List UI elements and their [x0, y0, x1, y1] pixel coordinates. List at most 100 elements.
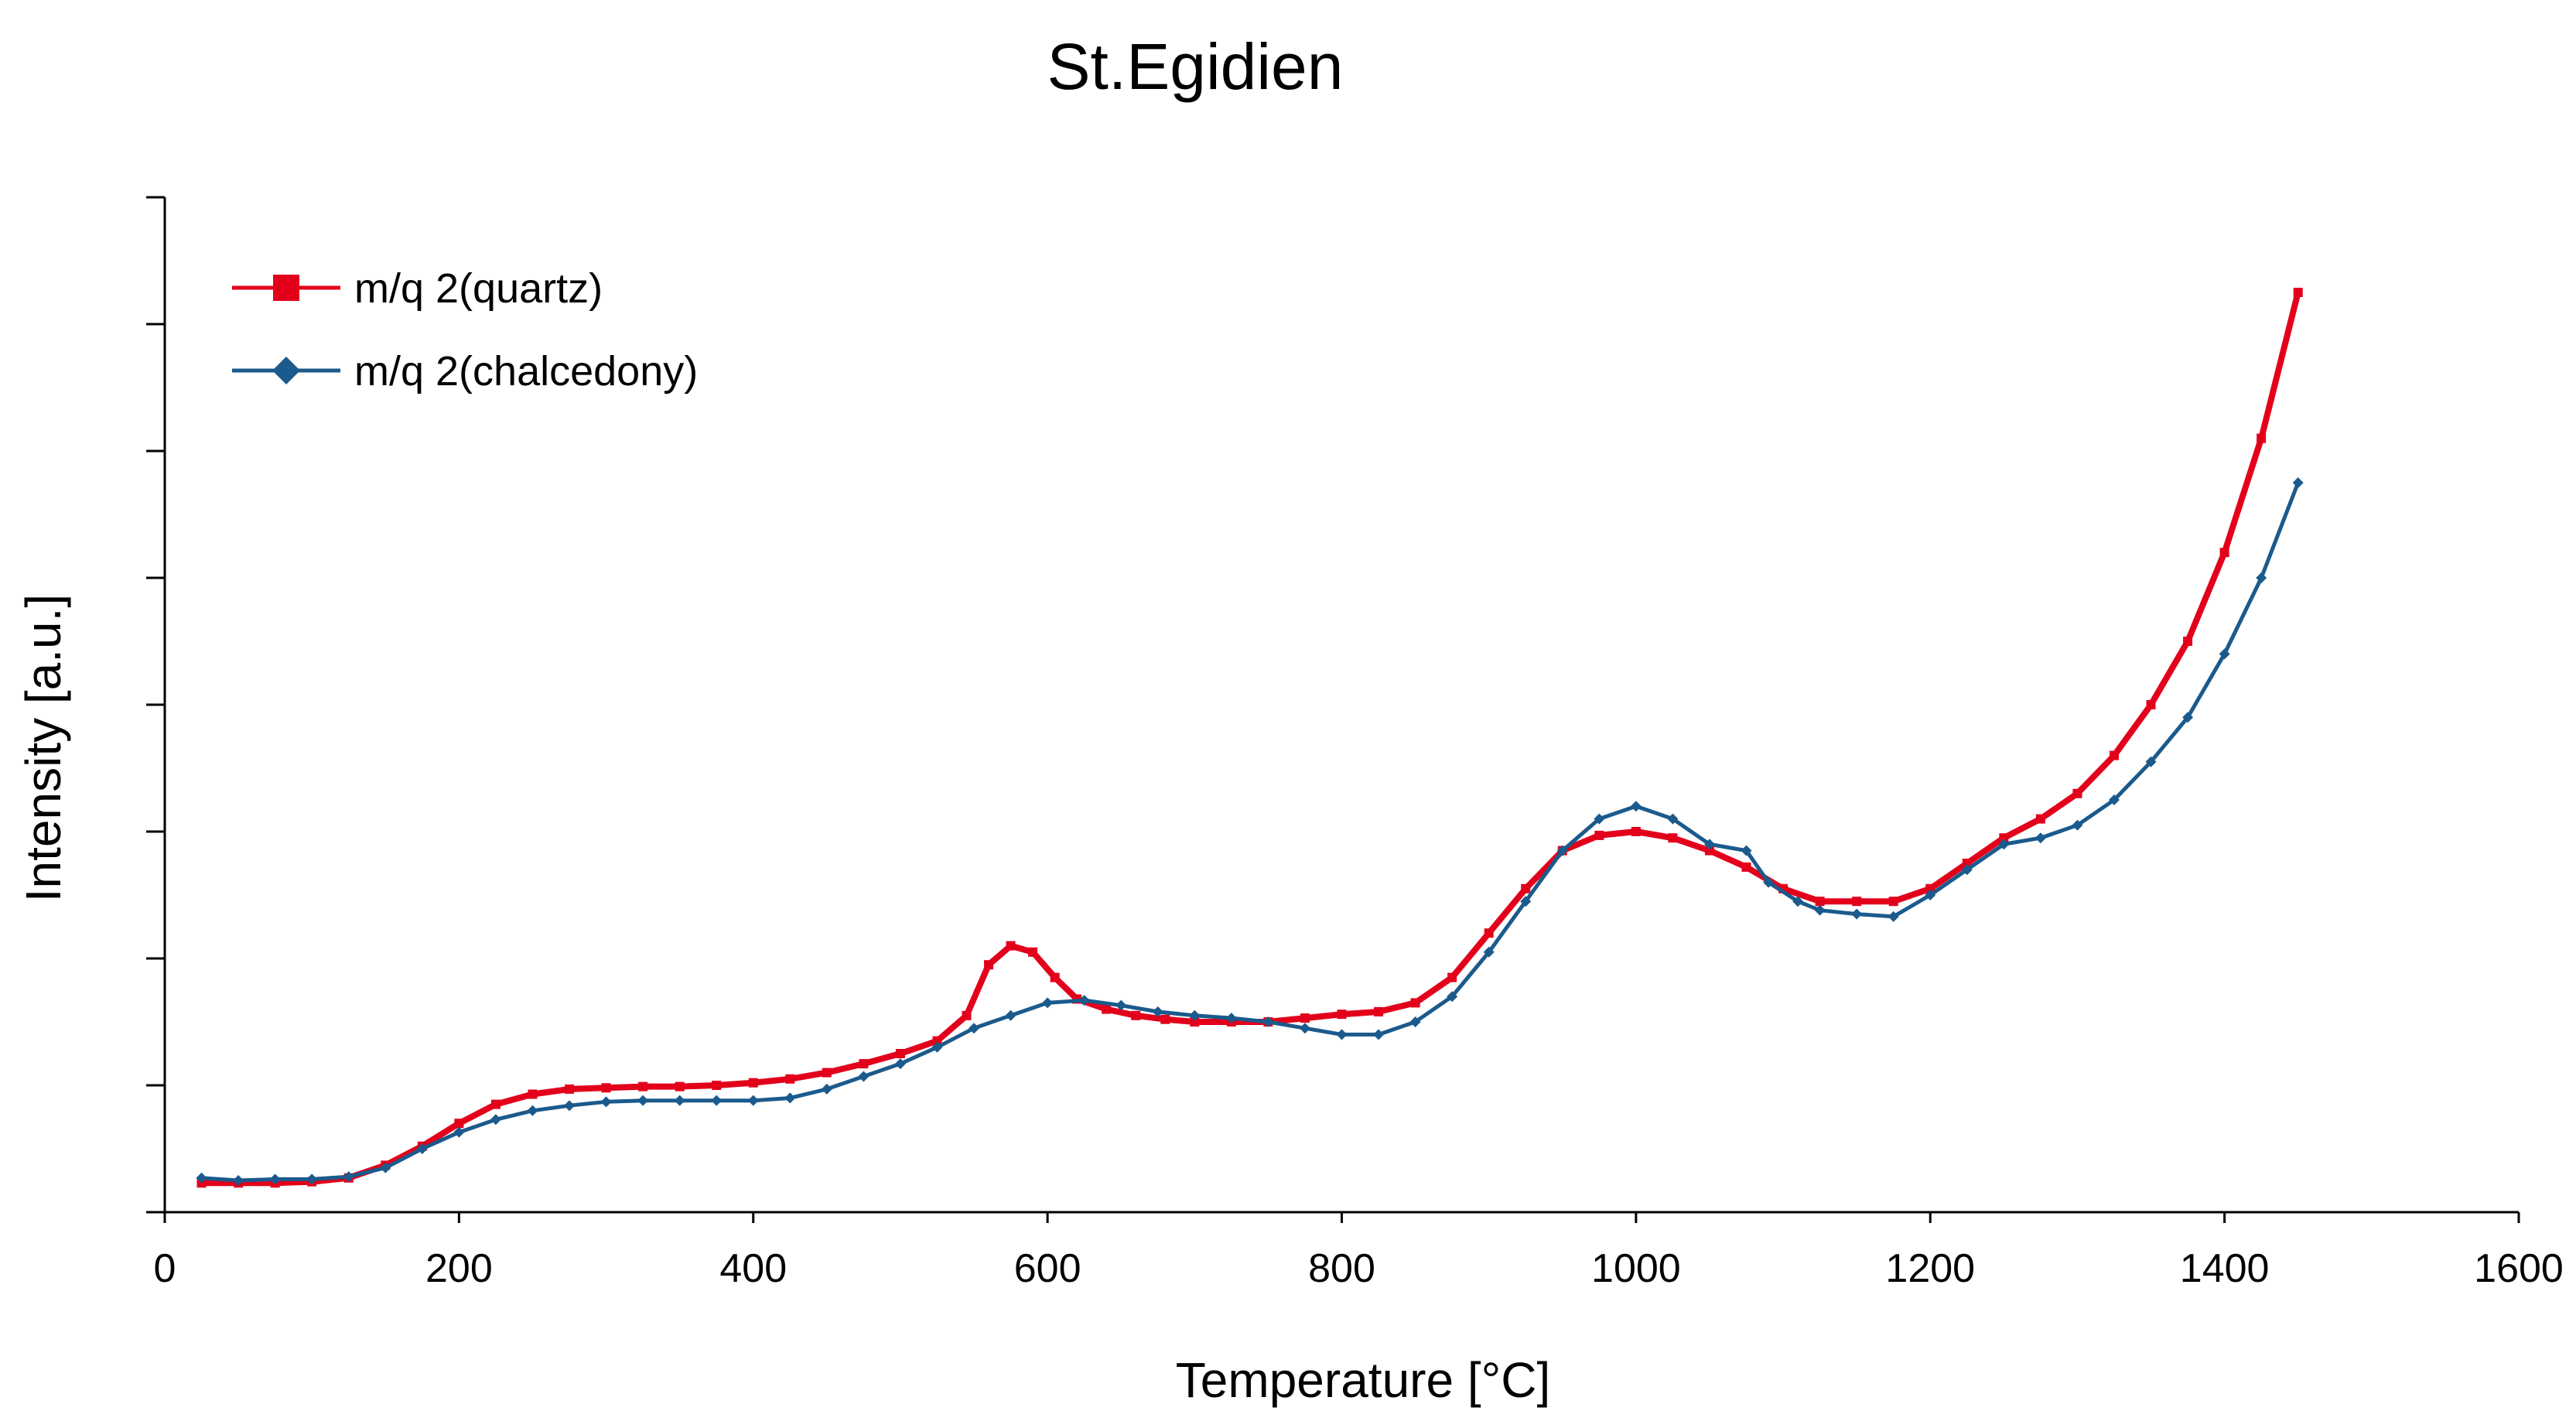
data-point-chalcedony — [747, 1095, 759, 1106]
data-point-quartz — [2219, 548, 2229, 558]
data-point-chalcedony — [1262, 1016, 1274, 1027]
x-axis-label: Temperature [°C] — [1176, 1352, 1550, 1408]
data-point-chalcedony — [1336, 1029, 1348, 1040]
data-point-chalcedony — [1078, 995, 1090, 1006]
data-point-quartz — [1410, 998, 1420, 1008]
x-tick-label: 1000 — [1591, 1246, 1681, 1291]
data-point-chalcedony — [2145, 756, 2157, 767]
data-point-quartz — [712, 1081, 722, 1090]
data-point-quartz — [490, 1099, 501, 1109]
data-point-chalcedony — [2256, 572, 2267, 583]
data-point-chalcedony — [637, 1095, 649, 1106]
data-point-chalcedony — [1763, 876, 1775, 888]
legend-label-chalcedony: m/q 2(chalcedony) — [354, 348, 698, 395]
data-point-chalcedony — [1042, 997, 1054, 1009]
data-point-chalcedony — [1152, 1006, 1163, 1017]
data-point-chalcedony — [821, 1083, 832, 1095]
x-tick-label: 1400 — [2180, 1246, 2270, 1291]
data-point-chalcedony — [674, 1095, 685, 1106]
data-point-quartz — [1521, 883, 1531, 893]
data-point-quartz — [675, 1081, 685, 1091]
data-point-chalcedony — [931, 1041, 943, 1053]
data-point-quartz — [895, 1049, 905, 1058]
x-tick-label: 600 — [1014, 1246, 1081, 1291]
data-point-chalcedony — [490, 1114, 501, 1126]
data-point-chalcedony — [1483, 946, 1495, 958]
data-point-chalcedony — [1961, 864, 1973, 876]
x-tick-label: 1600 — [2474, 1246, 2564, 1291]
data-point-quartz — [1631, 827, 1641, 836]
data-point-quartz — [1050, 972, 1060, 982]
data-point-quartz — [2257, 433, 2267, 443]
x-tick-label: 200 — [425, 1246, 493, 1291]
legend-label-quartz: m/q 2(quartz) — [354, 265, 603, 312]
data-point-chalcedony — [1189, 1010, 1201, 1021]
data-point-chalcedony — [1888, 910, 1899, 922]
data-point-quartz — [785, 1074, 795, 1084]
data-point-quartz — [1704, 846, 1714, 856]
data-point-chalcedony — [1594, 813, 1605, 825]
data-point-quartz — [1006, 941, 1016, 951]
data-point-quartz — [1999, 833, 2009, 843]
data-point-chalcedony — [1630, 801, 1642, 812]
data-point-chalcedony — [453, 1126, 465, 1138]
data-point-chalcedony — [711, 1095, 723, 1106]
data-point-quartz — [565, 1084, 575, 1094]
data-point-chalcedony — [269, 1173, 281, 1185]
series-layer — [196, 288, 2304, 1188]
data-point-chalcedony — [894, 1058, 906, 1070]
data-point-quartz — [2035, 814, 2045, 824]
data-point-chalcedony — [1998, 839, 2010, 850]
data-point-chalcedony — [2072, 819, 2083, 831]
data-point-quartz — [1337, 1010, 1347, 1020]
data-point-quartz — [1815, 897, 1825, 907]
data-point-quartz — [984, 960, 994, 970]
data-point-chalcedony — [564, 1100, 576, 1112]
data-point-chalcedony — [1373, 1029, 1385, 1040]
legend-diamond-marker — [272, 357, 300, 384]
data-point-quartz — [1668, 833, 1678, 843]
data-point-quartz — [1190, 1017, 1200, 1027]
data-point-quartz — [454, 1119, 464, 1129]
data-point-quartz — [859, 1059, 869, 1069]
data-point-chalcedony — [416, 1143, 428, 1154]
data-point-quartz — [1160, 1014, 1170, 1024]
data-point-quartz — [1447, 972, 1457, 982]
data-point-quartz — [1131, 1010, 1141, 1020]
data-point-chalcedony — [196, 1172, 207, 1184]
data-point-quartz — [822, 1068, 832, 1078]
data-point-quartz — [1962, 859, 1972, 868]
data-point-chalcedony — [1005, 1010, 1016, 1021]
data-point-quartz — [1888, 897, 1898, 907]
data-point-quartz — [601, 1083, 611, 1093]
data-point-chalcedony — [380, 1162, 391, 1173]
y-axis-label: Intensity [a.u.] — [15, 594, 71, 902]
data-point-chalcedony — [1556, 845, 1568, 856]
data-point-quartz — [962, 1010, 972, 1020]
data-point-chalcedony — [343, 1171, 354, 1183]
data-point-quartz — [1741, 862, 1751, 872]
data-point-chalcedony — [1792, 896, 1804, 907]
data-point-quartz — [1484, 928, 1494, 938]
data-point-quartz — [1300, 1013, 1310, 1023]
data-point-chalcedony — [2219, 648, 2230, 660]
data-point-chalcedony — [1520, 896, 1532, 907]
data-point-quartz — [1852, 897, 1862, 907]
data-point-quartz — [1102, 1004, 1112, 1014]
data-point-chalcedony — [233, 1175, 244, 1186]
data-point-chalcedony — [306, 1173, 318, 1185]
data-point-quartz — [2293, 288, 2303, 297]
data-point-chalcedony — [1703, 839, 1715, 850]
data-point-chalcedony — [600, 1096, 612, 1108]
data-point-chalcedony — [1115, 999, 1127, 1011]
data-point-chalcedony — [1667, 813, 1679, 825]
data-point-chalcedony — [1851, 908, 1863, 920]
data-point-chalcedony — [1225, 1013, 1237, 1024]
data-point-quartz — [1925, 883, 1935, 893]
chart-title: St.Egidien — [1047, 30, 1344, 103]
series-line-quartz — [198, 289, 2301, 1187]
data-point-chalcedony — [2034, 832, 2046, 844]
data-point-quartz — [1374, 1006, 1384, 1016]
data-point-chalcedony — [1299, 1023, 1310, 1034]
axes: 0 200 400 600 800 1000 1200 1400 1600 — [146, 196, 2564, 1291]
